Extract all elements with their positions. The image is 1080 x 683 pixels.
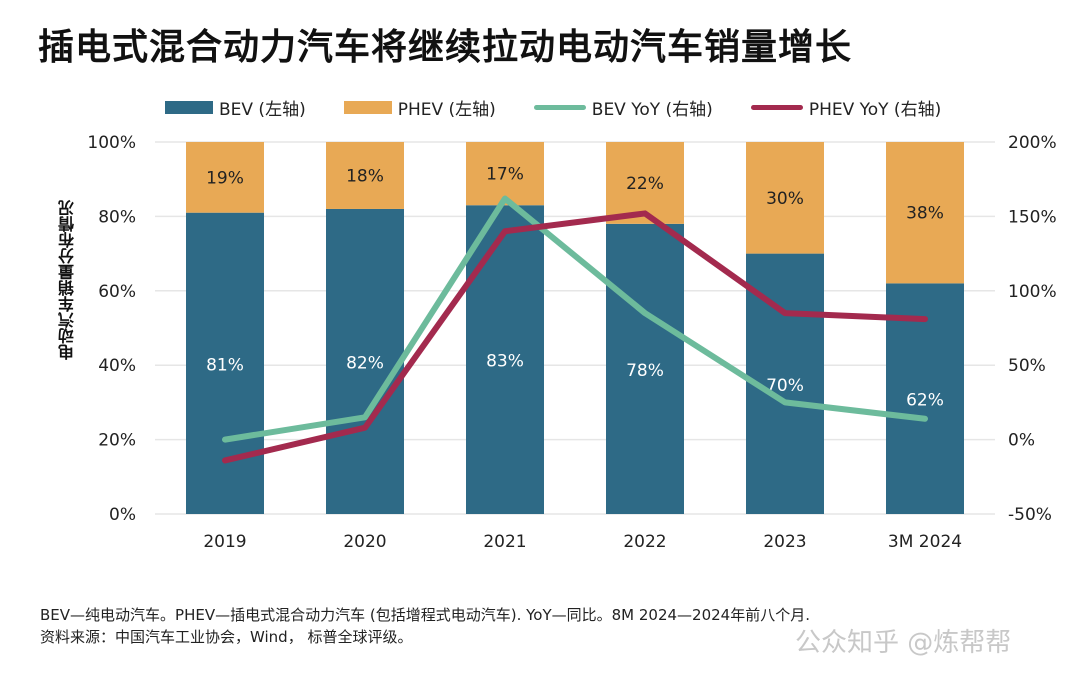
y-tick-label: 60% [98,282,136,302]
bar-bev [186,212,264,514]
data-label-bev: 81% [206,355,244,375]
x-tick-label: 2022 [623,532,666,552]
y-tick-label: 80% [98,207,136,227]
legend: BEV (左轴) PHEV (左轴) BEV YoY (右轴) PHEV YoY… [165,95,941,120]
y-tick-label: 0% [109,505,136,525]
y-tick-label: 100% [87,133,136,153]
legend-label: BEV (左轴) [219,100,306,120]
bar-phev [186,142,264,213]
data-label-phev: 38% [906,204,944,224]
legend-phev-yoy: PHEV YoY (右轴) [750,95,942,120]
legend-swatch [343,101,392,114]
x-tick-label: 2023 [763,532,806,552]
y2-tick-label: 100% [1008,282,1057,302]
bar-phev [886,142,964,284]
legend-bev-yoy: BEV YoY (右轴) [533,95,713,120]
bar-phev [466,142,544,206]
y2-tick-label: -50% [1008,505,1052,525]
data-label-phev: 19% [206,168,244,188]
footnote-line: BEV—纯电动汽车。PHEV—插电式混合动力汽车 (包括增程式电动汽车). Yo… [40,606,810,624]
legend-label: PHEV (左轴) [397,100,496,120]
data-label-phev: 22% [626,174,664,194]
legend-label: PHEV YoY (右轴) [808,100,942,120]
bar-phev [326,142,404,209]
legend-swatch [533,105,586,110]
data-label-bev: 82% [346,353,384,373]
x-tick-label: 2019 [203,532,246,552]
data-label-bev: 70% [766,376,804,396]
footnote: BEV—纯电动汽车。PHEV—插电式混合动力汽车 (包括增程式电动汽车). Yo… [40,604,810,648]
y2-tick-label: 200% [1008,133,1057,153]
bar-bev [606,223,684,514]
y2-tick-label: 0% [1008,431,1035,451]
data-label-phev: 17% [486,165,524,185]
x-tick-label: 3M 2024 [888,532,962,552]
y-tick-label: 20% [98,431,136,451]
data-label-bev: 83% [486,352,524,372]
source-line: 资料来源：中国汽车工业协会，Wind， 标普全球评级。 [40,628,413,646]
bar-phev [746,142,824,254]
legend-label: BEV YoY (右轴) [591,100,713,120]
line-bev-yoy [222,195,928,443]
data-label-bev: 62% [906,391,944,411]
data-label-phev: 18% [346,166,384,186]
page-title: 插电式混合动力汽车将继续拉动电动汽车销量增长 [38,27,853,68]
bar-bev [466,205,544,515]
watermark: 公众知乎 @炼帮帮 [795,628,1012,658]
legend-bev: BEV (左轴) [165,95,306,120]
bar-bev [326,208,404,514]
legend-swatch [165,101,213,114]
legend-phev: PHEV (左轴) [343,95,496,120]
x-tick-label: 2020 [343,532,386,552]
data-label-bev: 78% [626,361,664,381]
line-phev-yoy [222,210,928,464]
x-tick-label: 2021 [483,532,526,552]
bar-phev [606,142,684,224]
data-label-phev: 30% [766,189,804,209]
legend-swatch [750,105,803,110]
y-tick-label: 40% [98,356,136,376]
y2-tick-label: 50% [1008,356,1046,376]
y2-tick-label: 150% [1008,207,1057,227]
